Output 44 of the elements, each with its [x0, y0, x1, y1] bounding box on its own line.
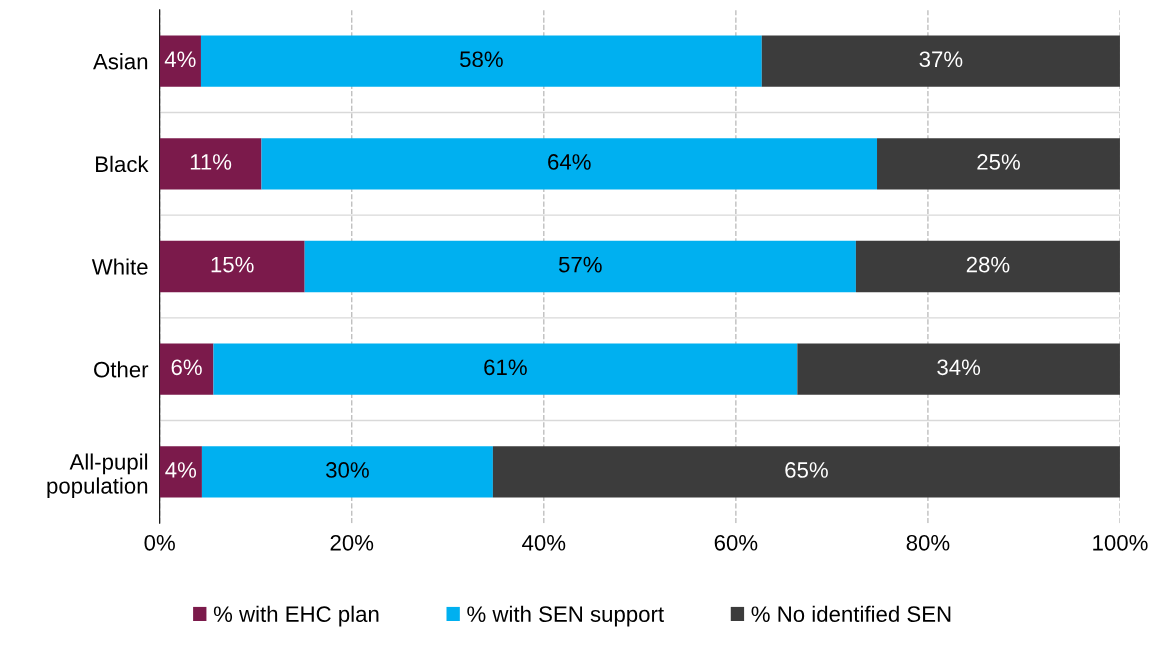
bar: [761, 35, 1120, 87]
bar: [159, 35, 201, 87]
x-tick-label: 40%: [522, 534, 566, 551]
data-label: 4%: [165, 462, 197, 478]
data-label: 25%: [977, 154, 1020, 170]
bar: [855, 240, 1120, 293]
bar: [877, 138, 1120, 190]
y-tick-label: Asian: [93, 53, 148, 70]
data-label: 37%: [919, 51, 963, 68]
bar: [304, 240, 856, 293]
bar: [492, 446, 1120, 498]
legend-label: % with SEN support: [467, 605, 664, 627]
x-tick-label: 100%: [1093, 534, 1148, 551]
data-label: 57%: [558, 256, 602, 273]
bar: [159, 240, 305, 293]
data-label: 11%: [190, 154, 232, 170]
data-label: 64%: [548, 154, 591, 170]
data-label: 6%: [171, 359, 202, 376]
data-label: 15%: [211, 256, 254, 273]
y-tick-label: All-pupil population: [47, 453, 148, 499]
y-tick-label: White: [91, 258, 148, 275]
data-label: 4%: [164, 51, 196, 68]
x-tick-label: 60%: [714, 534, 758, 551]
y-tick-label: Other: [94, 361, 149, 378]
x-tick-label: 20%: [330, 534, 374, 551]
bar: [159, 138, 262, 190]
bar: [159, 446, 202, 498]
bar: [159, 343, 214, 395]
legend-label: % No identified SEN: [751, 605, 951, 623]
x-tick-label: 80%: [906, 534, 950, 551]
data-label: 28%: [966, 256, 1010, 273]
data-label: 34%: [937, 359, 981, 376]
data-label: 61%: [484, 359, 527, 376]
data-label: 58%: [460, 51, 503, 68]
bar: [213, 343, 798, 395]
bar: [797, 343, 1120, 395]
legend-label: % with EHC plan: [213, 605, 379, 627]
y-tick-label: Black: [96, 155, 149, 173]
data-label: 30%: [326, 462, 369, 478]
bar: [201, 446, 493, 498]
data-label: 65%: [785, 462, 828, 478]
x-tick-label: 0%: [144, 534, 175, 551]
bar: [261, 138, 878, 190]
bar: [200, 35, 762, 87]
